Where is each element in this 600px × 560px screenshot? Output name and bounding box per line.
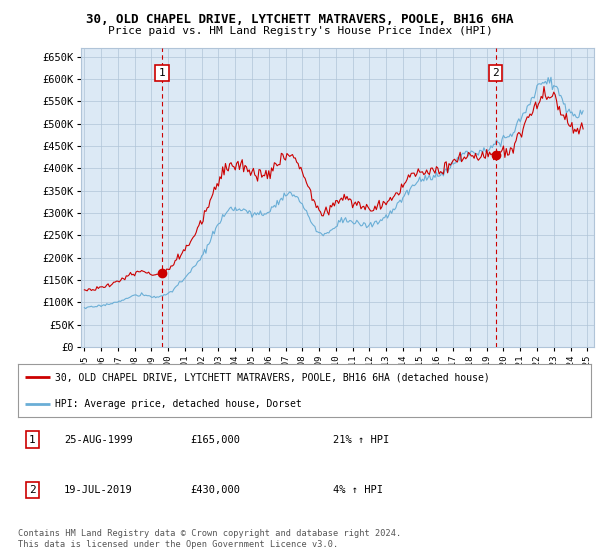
Text: 2: 2 <box>29 485 36 495</box>
Text: 25-AUG-1999: 25-AUG-1999 <box>64 435 133 445</box>
Text: 4% ↑ HPI: 4% ↑ HPI <box>333 485 383 495</box>
Text: £165,000: £165,000 <box>190 435 240 445</box>
Text: 1: 1 <box>158 68 165 78</box>
Text: 30, OLD CHAPEL DRIVE, LYTCHETT MATRAVERS, POOLE, BH16 6HA (detached house): 30, OLD CHAPEL DRIVE, LYTCHETT MATRAVERS… <box>55 372 490 382</box>
Text: 1: 1 <box>29 435 36 445</box>
Text: 2: 2 <box>493 68 499 78</box>
Text: 30, OLD CHAPEL DRIVE, LYTCHETT MATRAVERS, POOLE, BH16 6HA: 30, OLD CHAPEL DRIVE, LYTCHETT MATRAVERS… <box>86 13 514 26</box>
Text: Contains HM Land Registry data © Crown copyright and database right 2024.
This d: Contains HM Land Registry data © Crown c… <box>18 529 401 549</box>
Text: 21% ↑ HPI: 21% ↑ HPI <box>333 435 389 445</box>
Text: £430,000: £430,000 <box>190 485 240 495</box>
Text: 19-JUL-2019: 19-JUL-2019 <box>64 485 133 495</box>
Text: Price paid vs. HM Land Registry's House Price Index (HPI): Price paid vs. HM Land Registry's House … <box>107 26 493 36</box>
Text: HPI: Average price, detached house, Dorset: HPI: Average price, detached house, Dors… <box>55 399 302 409</box>
